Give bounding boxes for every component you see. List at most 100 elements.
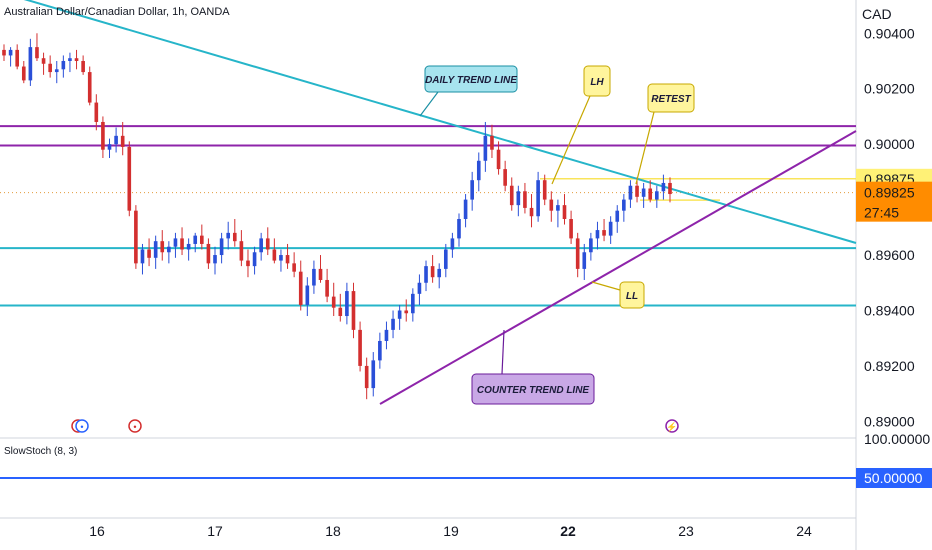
candle <box>173 232 178 258</box>
candle-body <box>615 210 620 222</box>
candle-body <box>569 219 573 239</box>
candle <box>213 246 217 275</box>
candle-body <box>516 191 521 206</box>
callout-pointer <box>635 111 655 185</box>
candle <box>516 185 521 217</box>
candle <box>595 221 600 250</box>
indicator-pane: 100.00000 50.00000 <box>0 431 932 488</box>
candle <box>28 38 33 86</box>
candle-body <box>318 268 323 280</box>
event-marker-glyph: • <box>133 422 136 432</box>
candle <box>483 121 488 172</box>
candle <box>430 255 435 283</box>
candle-body <box>443 249 448 269</box>
indicator-value-tag <box>856 468 932 488</box>
candle <box>2 44 6 61</box>
candle-body <box>437 268 442 278</box>
candle-body <box>81 60 85 73</box>
candle <box>140 243 145 275</box>
candle-body <box>351 291 356 330</box>
candle-body <box>430 266 435 278</box>
candle-body <box>219 238 224 256</box>
x-tick-label: 24 <box>796 523 812 539</box>
candle-body <box>285 255 290 264</box>
candle-body <box>457 219 461 239</box>
candle <box>127 141 132 217</box>
callout-text: LH <box>590 77 604 88</box>
candle <box>542 174 547 206</box>
candle <box>351 282 356 339</box>
candle-body <box>325 279 329 297</box>
candle-body <box>101 121 105 150</box>
symbol-header: Australian Dollar/Canadian Dollar, 1h, O… <box>4 6 230 18</box>
candle-body <box>305 285 310 305</box>
candle <box>470 171 474 211</box>
candle-body <box>483 135 488 161</box>
candle <box>417 274 422 305</box>
candle-body <box>556 205 560 211</box>
candle-body <box>635 185 639 197</box>
candle <box>589 232 593 261</box>
callout-text: COUNTER TREND LINE <box>477 385 590 396</box>
candle <box>661 174 666 200</box>
candle <box>279 249 283 272</box>
event-marker-glyph: • <box>80 422 83 432</box>
candle-body <box>371 360 376 389</box>
candle-body <box>200 235 204 244</box>
candle <box>496 141 501 175</box>
candle-body <box>364 365 369 389</box>
ll-label: LL <box>591 281 645 309</box>
candle-body <box>529 207 534 217</box>
candle <box>61 55 66 78</box>
candle-body <box>35 47 39 59</box>
y-axis-ticks: 0.90400 0.90200 0.90000 0.89600 0.89400 0.892… <box>864 25 915 429</box>
candle-body <box>41 58 46 64</box>
callout-box <box>647 83 695 113</box>
candle <box>200 224 204 250</box>
candle <box>503 160 507 192</box>
candle <box>654 185 659 208</box>
candle-body <box>391 318 395 330</box>
indicator-tick-label: 100.00000 <box>864 431 930 447</box>
candle <box>246 249 250 278</box>
candle-body <box>509 185 514 206</box>
candle <box>134 205 138 269</box>
candle-body <box>259 238 263 253</box>
candle <box>404 299 409 322</box>
candle <box>101 116 105 159</box>
candle <box>364 357 369 400</box>
candle-body <box>536 180 540 217</box>
candle-body <box>628 185 633 200</box>
candle-body <box>411 293 415 314</box>
candle <box>529 194 534 228</box>
candle <box>15 44 20 70</box>
candle-body <box>358 329 362 366</box>
candle-body <box>87 72 92 103</box>
candle <box>457 213 461 247</box>
callout-box <box>583 65 611 97</box>
candle-body <box>140 249 145 264</box>
candle <box>94 94 99 131</box>
candle-body <box>120 135 125 147</box>
y-tick-label: 0.89600 <box>864 247 915 263</box>
callout-text: LL <box>626 291 638 302</box>
candle <box>41 52 46 75</box>
candle <box>272 238 277 264</box>
callout-pointer <box>591 281 621 291</box>
candle <box>523 182 527 214</box>
candle-body <box>490 135 494 150</box>
candle <box>509 177 514 211</box>
candle <box>35 33 39 61</box>
countdown-text: 27:45 <box>864 205 899 221</box>
event-marker-icon: • <box>128 419 142 433</box>
candle-body <box>397 310 402 319</box>
candle-body <box>206 243 211 264</box>
candle-body <box>279 255 283 261</box>
candle <box>384 321 389 350</box>
candle <box>54 60 59 84</box>
candle <box>331 282 336 317</box>
candle-body <box>542 180 547 200</box>
